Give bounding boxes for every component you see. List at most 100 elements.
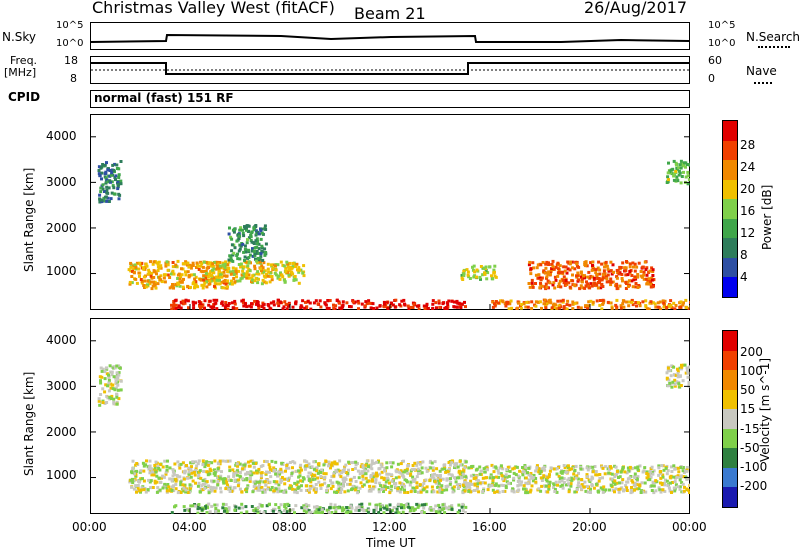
echo-cell-1 (207, 462, 211, 466)
echo-cell-1 (369, 465, 372, 469)
echo-cell-1 (251, 461, 255, 465)
echo-cell-3 (516, 484, 520, 488)
echo-cell-2 (291, 305, 295, 309)
echo-cell-3 (291, 262, 295, 265)
echo-cell-1 (437, 479, 440, 483)
echo-cell-2 (191, 504, 195, 508)
echo-cell-3 (610, 477, 614, 481)
echo-cell-1 (138, 489, 142, 493)
echo-cell-0 (113, 162, 117, 166)
echo-cell-3 (206, 265, 210, 269)
echo-cell-2 (383, 302, 386, 306)
echo-cell-2 (285, 510, 289, 514)
echo-cell-2 (198, 302, 202, 306)
echo-cell-1 (403, 488, 406, 492)
echo-cell-1 (155, 490, 159, 494)
echo-cell-6 (583, 286, 587, 290)
echo-cell-3 (222, 279, 226, 283)
echo-cell-2 (233, 508, 237, 512)
echo-cell-0 (99, 190, 103, 194)
echo-cell-3 (527, 473, 531, 477)
echo-cell-8 (554, 303, 558, 307)
echo-cell-4 (243, 247, 247, 251)
echo-cell-3 (516, 474, 520, 478)
echo-cell-3 (572, 472, 576, 476)
echo-cell-1 (174, 477, 178, 481)
echo-cell-1 (403, 490, 407, 494)
echo-cell-1 (182, 489, 186, 493)
echo-cell-7 (687, 163, 690, 167)
echo-cell-2 (283, 300, 287, 304)
echo-cell-1 (206, 484, 210, 488)
echo-cell-6 (597, 260, 601, 264)
echo-cell-1 (180, 273, 184, 277)
echo-cell-3 (650, 465, 654, 469)
echo-cell-1 (245, 477, 249, 480)
echo-cell-1 (291, 460, 295, 464)
echo-cell-3 (260, 269, 263, 273)
echo-cell-1 (166, 483, 170, 486)
echo-cell-1 (222, 270, 226, 274)
echo-cell-1 (219, 486, 222, 490)
echo-cell-1 (152, 260, 156, 264)
echo-cell-1 (200, 283, 204, 287)
echo-cell-6 (558, 279, 562, 283)
echo-cell-6 (553, 275, 557, 279)
echo-cell-6 (651, 274, 655, 277)
echo-cell-8 (635, 304, 638, 308)
echo-cell-1 (176, 460, 180, 464)
echo-cell-3 (276, 275, 280, 279)
echo-cell-3 (652, 491, 656, 495)
echo-cell-1 (189, 468, 193, 471)
echo-cell-1 (341, 484, 345, 488)
echo-cell-6 (594, 271, 598, 275)
echo-cell-4 (238, 234, 242, 238)
echo-cell-6 (539, 263, 543, 267)
echo-cell-1 (171, 470, 175, 474)
echo-cell-8 (555, 307, 559, 310)
echo-cell-7 (679, 159, 683, 163)
echo-cell-1 (151, 486, 155, 489)
echo-cell-4 (232, 230, 236, 234)
echo-cell-0 (115, 395, 119, 399)
echo-cell-2 (221, 502, 225, 506)
echo-cell-2 (328, 299, 332, 302)
echo-cell-6 (568, 285, 572, 289)
echo-cell-3 (643, 481, 647, 485)
echo-cell-1 (248, 464, 252, 468)
echo-cell-3 (494, 475, 498, 479)
echo-cell-6 (570, 260, 574, 264)
echo-cell-3 (657, 466, 661, 470)
echo-cell-1 (139, 488, 143, 492)
echo-cell-2 (243, 301, 247, 305)
echo-cell-2 (203, 306, 206, 310)
echo-cell-2 (277, 506, 281, 509)
echo-cell-2 (460, 302, 464, 306)
echo-cell-0 (109, 370, 113, 374)
echo-cell-2 (366, 511, 370, 514)
echo-cell-2 (254, 507, 258, 511)
echo-cell-5 (472, 275, 476, 279)
echo-cell-4 (248, 253, 252, 257)
echo-cell-8 (591, 300, 595, 304)
echo-cell-3 (682, 489, 686, 493)
echo-cell-3 (497, 471, 501, 475)
echo-cell-3 (669, 476, 673, 480)
echo-cell-2 (450, 299, 454, 303)
echo-cell-2 (172, 300, 176, 303)
echo-cell-8 (549, 301, 553, 305)
echo-cell-4 (253, 252, 257, 256)
echo-cell-2 (424, 502, 428, 506)
echo-cell-1 (322, 472, 326, 476)
echo-cell-2 (443, 511, 447, 514)
echo-cell-6 (551, 265, 555, 269)
echo-cell-3 (523, 487, 527, 491)
echo-cell-2 (385, 508, 389, 512)
freq-label-2: [MHz] (4, 66, 37, 79)
echo-cell-3 (281, 275, 285, 279)
echo-cell-3 (675, 475, 679, 479)
echo-cell-1 (431, 473, 435, 477)
echo-cell-8 (638, 304, 642, 308)
echo-cell-3 (270, 278, 274, 282)
echo-cell-3 (524, 481, 528, 485)
